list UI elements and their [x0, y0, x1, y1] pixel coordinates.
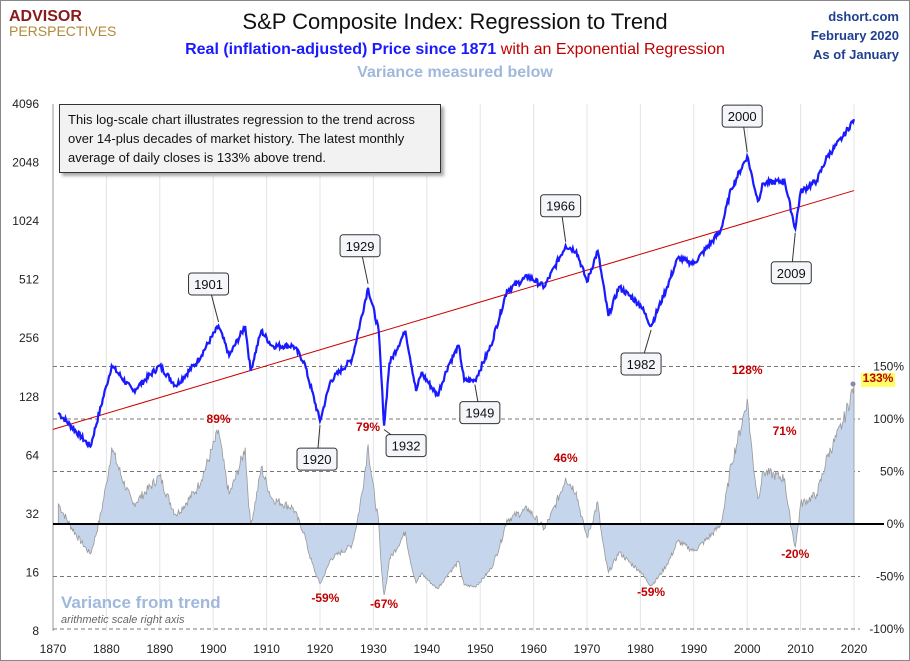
chart-title: S&P Composite Index: Regression to Trend	[242, 9, 668, 34]
latest-marker	[850, 381, 856, 387]
trend-line	[52, 190, 855, 430]
x-tick-label: 1940	[413, 642, 440, 656]
callout-label: 1949	[465, 406, 494, 421]
callout-box	[385, 434, 427, 458]
latest-highlight	[861, 373, 895, 387]
variance-label: 79%	[356, 420, 380, 434]
variance-title: Variance from trend	[61, 593, 221, 612]
callout-box	[721, 104, 763, 128]
callout-box	[620, 352, 662, 376]
logo: ADVISOR PERSPECTIVES	[9, 8, 117, 39]
as-of: As of January	[813, 47, 899, 62]
variance-note: Variance measured below	[357, 64, 553, 81]
x-tick-label: 1960	[520, 642, 547, 656]
callout-box	[459, 401, 501, 425]
x-tick-label: 2020	[841, 642, 868, 656]
x-tick-label: 1930	[360, 642, 387, 656]
x-tick-label: 1890	[146, 642, 173, 656]
variance-label: -67%	[370, 597, 398, 611]
x-tick-label: 2000	[734, 642, 761, 656]
x-tick-label: 2010	[787, 642, 814, 656]
right-tick-label: 100%	[873, 412, 904, 426]
variance-subtitle: arithmetic scale right axis	[61, 614, 185, 626]
annotation-box: This log-scale chart illustrates regress…	[59, 104, 441, 173]
site: dshort.com	[828, 9, 899, 24]
callout-label: 2000	[728, 109, 757, 124]
left-tick-label: 4096	[12, 97, 39, 111]
logo-bottom: PERSPECTIVES	[9, 23, 117, 39]
date: February 2020	[810, 28, 899, 43]
logo-top: ADVISOR	[9, 8, 82, 25]
x-tick-label: 1880	[93, 642, 120, 656]
callout-label: 1920	[303, 452, 332, 467]
x-tick-label: 1920	[307, 642, 334, 656]
x-tick-label: 1900	[200, 642, 227, 656]
variance-label: -59%	[311, 591, 339, 605]
callout-label: 1901	[194, 277, 223, 292]
subtitle-blue: Real (inflation-adjusted) Price since 18…	[185, 41, 497, 58]
x-tick-label: 1950	[467, 642, 494, 656]
x-tick-label: 1910	[253, 642, 280, 656]
variance-label: 128%	[732, 363, 763, 377]
callout-box	[339, 234, 381, 258]
variance-label: -59%	[637, 585, 665, 599]
left-tick-label: 64	[26, 448, 40, 462]
x-tick-label: 1870	[40, 642, 67, 656]
left-tick-label: 1024	[12, 214, 39, 228]
callout-box	[296, 447, 338, 471]
right-tick-label: 50%	[880, 465, 904, 479]
variance-label: 46%	[554, 451, 578, 465]
callout-label: 2009	[777, 266, 806, 281]
variance-area	[57, 384, 855, 595]
right-tick-label: 0%	[887, 517, 905, 531]
left-tick-label: 8	[32, 624, 39, 638]
variance-label: -20%	[781, 547, 809, 561]
variance-label: 71%	[773, 424, 797, 438]
callout-box	[540, 194, 582, 218]
callout-label: 1932	[392, 439, 421, 454]
callout-label: 1929	[346, 239, 375, 254]
price-line	[57, 118, 856, 449]
callout-box	[770, 261, 812, 285]
left-tick-label: 128	[19, 390, 39, 404]
callout-label: 1966	[546, 199, 575, 214]
variance-label: 89%	[207, 412, 231, 426]
x-tick-label: 1970	[574, 642, 601, 656]
left-tick-label: 2048	[12, 156, 39, 170]
chart-subtitle: Real (inflation-adjusted) Price since 18…	[1, 41, 909, 59]
source-info: dshort.com February 2020 As of January	[811, 7, 899, 64]
x-tick-label: 1990	[680, 642, 707, 656]
left-tick-label: 512	[19, 273, 39, 287]
left-tick-label: 256	[19, 331, 39, 345]
right-tick-label: -50%	[876, 570, 904, 584]
callout-label: 1982	[627, 357, 656, 372]
left-tick-label: 16	[26, 565, 40, 579]
x-tick-label: 1980	[627, 642, 654, 656]
callout-box	[188, 272, 230, 296]
left-tick-label: 32	[26, 507, 40, 521]
variance-label: 133%	[863, 371, 894, 385]
right-tick-label: 150%	[873, 360, 904, 374]
subtitle-red: with an Exponential Regression	[496, 41, 725, 58]
right-tick-label: -100%	[869, 622, 904, 636]
